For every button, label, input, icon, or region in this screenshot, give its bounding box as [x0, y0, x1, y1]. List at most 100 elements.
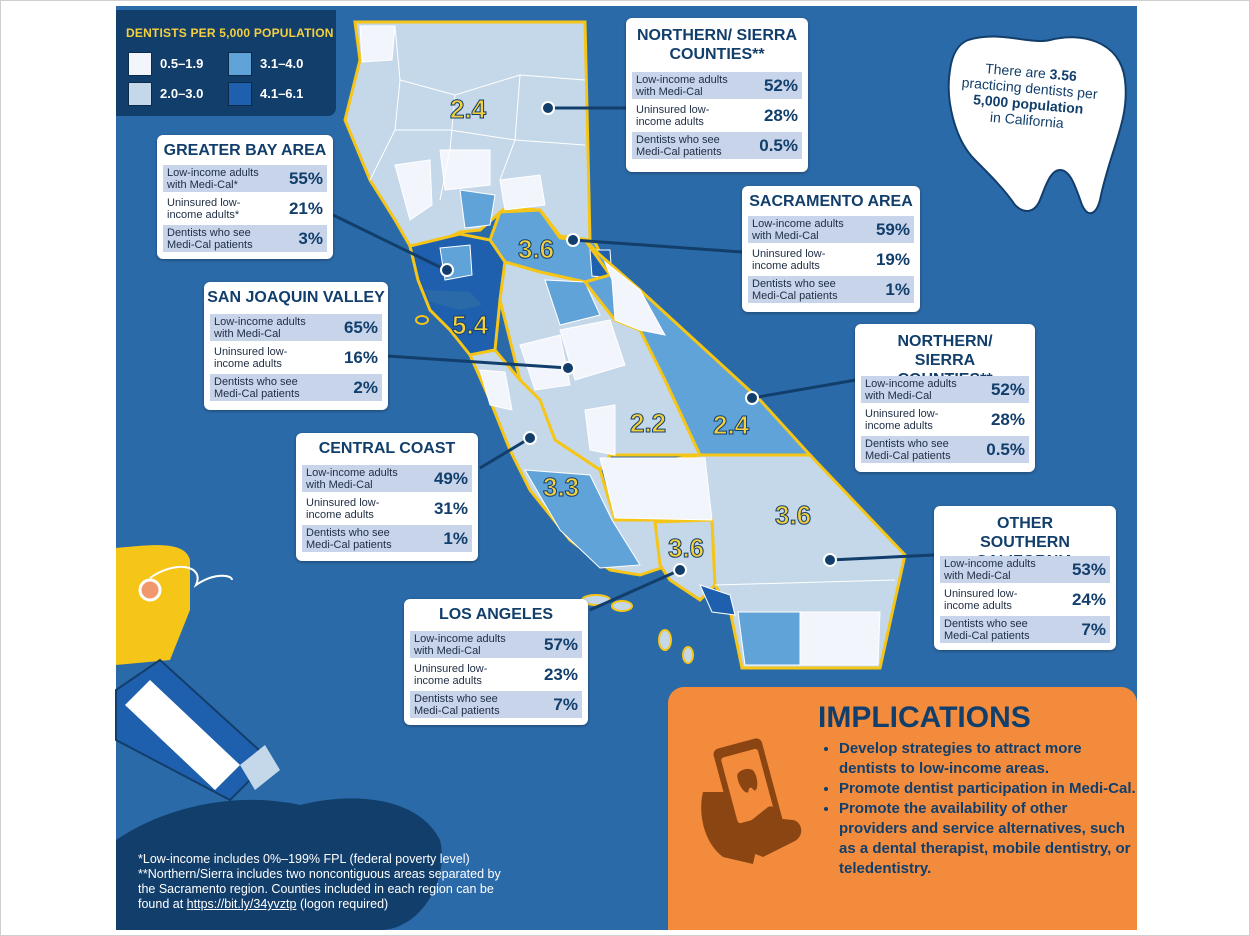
row-value: 16% — [343, 348, 378, 367]
row-label: Dentists who see Medi-Cal patients — [865, 438, 951, 462]
card-row: Uninsured low-income adults 31% — [302, 495, 472, 522]
card-row: Low-income adults with Medi-Cal 53% — [940, 556, 1110, 583]
legend-title: DENTISTS PER 5,000 POPULATION — [126, 26, 334, 40]
row-value: 1% — [885, 280, 910, 299]
card-northern-sierra-bottom: NORTHERN/ SIERRA COUNTIES** Low-income a… — [855, 324, 1035, 472]
row-value: 1% — [443, 529, 468, 548]
row-value: 2% — [353, 378, 378, 397]
card-row: Dentists who see Medi-Cal patients 2% — [210, 374, 382, 401]
row-label: Dentists who see Medi-Cal patients — [214, 376, 300, 400]
card-sacramento-area: SACRAMENTO AREA Low-income adults with M… — [742, 186, 920, 312]
map-label-bay: 5.4 — [452, 310, 489, 340]
implications-title: IMPLICATIONS — [818, 701, 1031, 734]
row-label: Low-income adults with Medi-Cal — [306, 467, 398, 491]
legend-label-2: 3.1–4.0 — [260, 56, 304, 71]
card-row: Low-income adults with Medi-Cal 65% — [210, 314, 382, 341]
card-row: Low-income adults with Medi-Cal* 55% — [163, 165, 327, 192]
row-label: Uninsured low-income adults — [865, 408, 939, 432]
county-socal-white-1 — [599, 457, 713, 521]
row-value: 52% — [763, 76, 798, 95]
row-label: Uninsured low-income adults — [752, 248, 826, 272]
card-central-coast: CENTRAL COAST Low-income adults with Med… — [296, 433, 478, 561]
row-value: 28% — [763, 106, 798, 125]
row-label: Uninsured low-income adults — [214, 346, 288, 370]
card-row: Uninsured low-income adults 28% — [861, 406, 1029, 433]
card-row: Low-income adults with Medi-Cal 57% — [410, 631, 582, 658]
footnote-line3: (logon required) — [299, 897, 389, 911]
bay-water — [425, 290, 482, 310]
row-value: 0.5% — [986, 440, 1025, 459]
row-value: 59% — [875, 220, 910, 239]
row-label: Dentists who see Medi-Cal patients — [944, 618, 1030, 642]
card-row: Low-income adults with Medi-Cal 59% — [748, 216, 914, 243]
row-label: Dentists who see Medi-Cal patients — [752, 278, 838, 302]
county-white-2 — [439, 149, 491, 191]
row-label: Dentists who see Medi-Cal patients — [306, 527, 392, 551]
card-row: Low-income adults with Medi-Cal 49% — [302, 465, 472, 492]
county-sjv-white-2 — [519, 334, 571, 391]
legend-label-4: 4.1–6.1 — [260, 86, 304, 101]
row-label: Low-income adults with Medi-Cal — [414, 633, 506, 657]
legend-swatch-3 — [128, 82, 152, 106]
row-value: 3% — [298, 229, 323, 248]
card-row: Uninsured low-income adults 16% — [210, 344, 382, 371]
county-sierra-white — [603, 260, 666, 336]
footnote-link[interactable]: https://bit.ly/34yvztp — [186, 897, 297, 911]
row-label: Low-income adults with Medi-Cal — [214, 316, 306, 340]
card-title: LOS ANGELES — [438, 606, 554, 623]
map-label-sjv: 2.2 — [630, 408, 666, 438]
row-label: Dentists who see Medi-Cal patients — [167, 227, 253, 251]
map-label-central-coast: 3.3 — [543, 472, 579, 502]
card-row: Dentists who see Medi-Cal patients 1% — [302, 525, 472, 552]
county-socal-mid — [737, 611, 801, 666]
row-value: 23% — [543, 665, 578, 684]
card-other-southern-california: OTHER SOUTHERN CALIFORNIA Low-income adu… — [934, 506, 1116, 650]
card-title: SACRAMENTO AREA — [749, 193, 913, 210]
card-row: Uninsured low-income adults 23% — [410, 661, 582, 688]
callout-dot-central — [523, 431, 537, 445]
callout-dot-sjv — [561, 361, 575, 375]
row-label: Low-income adults with Medi-Cal* — [167, 167, 259, 191]
legend: DENTISTS PER 5,000 POPULATION 0.5–1.9 3.… — [116, 10, 336, 116]
card-title: CENTRAL COAST — [318, 440, 456, 457]
row-value: 19% — [875, 250, 910, 269]
map-label-north: 2.4 — [450, 94, 487, 124]
bay-island — [415, 315, 429, 325]
card-row: Dentists who see Medi-Cal patients 0.5% — [861, 436, 1029, 463]
channel-island-3 — [658, 629, 672, 651]
row-label: Uninsured low-income adults — [636, 104, 710, 128]
floss-container-icon — [116, 545, 190, 665]
county-mid-1 — [459, 189, 496, 229]
county-cc-white — [479, 369, 513, 411]
channel-island-4 — [682, 646, 694, 664]
card-title: NORTHERN/ SIERRA COUNTIES** — [636, 27, 797, 63]
county-white-1 — [359, 25, 396, 63]
county-socal-white-2 — [799, 611, 881, 666]
phone-hand-icon — [701, 738, 802, 864]
county-sjv-white-3 — [584, 404, 616, 456]
card-row: Dentists who see Medi-Cal patients 7% — [940, 616, 1110, 643]
implications-panel: IMPLICATIONS Develop strategies to attra… — [668, 687, 1137, 930]
callout-dot-la — [673, 563, 687, 577]
tooth-icon — [947, 35, 1127, 215]
card-row: Low-income adults with Medi-Cal 52% — [632, 72, 802, 99]
county-sjv-mid — [544, 279, 601, 326]
map-label-la: 3.6 — [668, 533, 704, 563]
map-label-sacramento: 3.6 — [518, 234, 554, 264]
card-los-angeles: LOS ANGELES Low-income adults with Medi-… — [404, 599, 588, 725]
row-value: 65% — [343, 318, 378, 337]
map-label-socal: 3.6 — [775, 500, 811, 530]
row-value: 7% — [1081, 620, 1106, 639]
callout-dot-north — [541, 101, 555, 115]
card-row: Uninsured low-income adults 19% — [748, 246, 914, 273]
implication-item: Promote dentist participation in Medi-Ca… — [839, 779, 1139, 799]
row-value: 49% — [433, 469, 468, 488]
row-label: Uninsured low-income adults — [944, 588, 1018, 612]
row-value: 31% — [433, 499, 468, 518]
card-san-joaquin-valley: SAN JOAQUIN VALLEY Low-income adults wit… — [204, 282, 388, 410]
legend-label-3: 2.0–3.0 — [160, 86, 204, 101]
row-value: 53% — [1071, 560, 1106, 579]
row-value: 24% — [1071, 590, 1106, 609]
row-label: Uninsured low-income adults* — [167, 197, 241, 221]
